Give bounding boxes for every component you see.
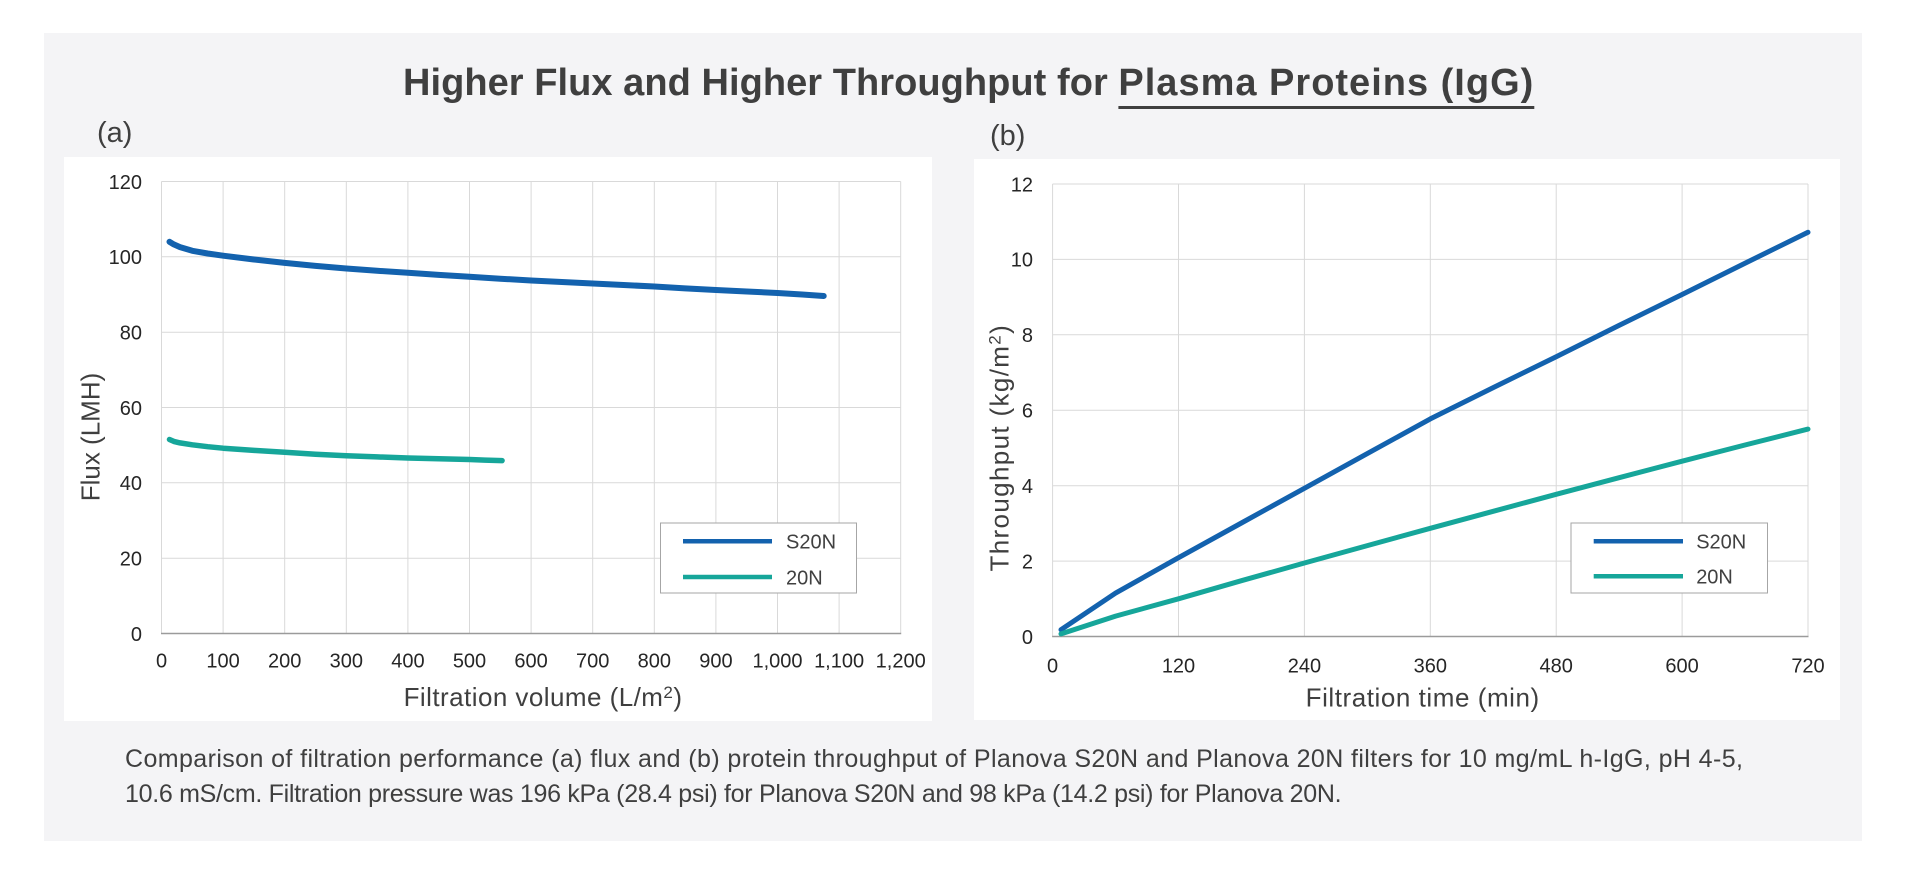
svg-text:12: 12: [1011, 174, 1033, 196]
svg-text:10: 10: [1011, 250, 1033, 272]
svg-text:100: 100: [206, 651, 239, 673]
svg-text:300: 300: [330, 651, 363, 673]
svg-text:Throughput (kg/m2): Throughput (kg/m2): [985, 324, 1015, 572]
svg-text:600: 600: [514, 651, 547, 673]
svg-text:4: 4: [1022, 476, 1033, 498]
svg-text:0: 0: [1047, 656, 1058, 678]
svg-text:700: 700: [576, 651, 609, 673]
svg-text:120: 120: [1162, 656, 1195, 678]
svg-text:Filtration volume (L/m2): Filtration volume (L/m2): [404, 682, 683, 712]
svg-text:0: 0: [131, 624, 142, 646]
svg-text:6: 6: [1022, 401, 1033, 423]
svg-text:80: 80: [120, 323, 142, 345]
svg-text:20N: 20N: [1696, 567, 1733, 589]
svg-text:Filtration time (min): Filtration time (min): [1306, 683, 1540, 713]
svg-text:900: 900: [699, 651, 732, 673]
svg-text:720: 720: [1791, 656, 1824, 678]
svg-text:100: 100: [109, 247, 142, 269]
svg-text:8: 8: [1022, 325, 1033, 347]
svg-text:1,200: 1,200: [876, 651, 926, 673]
svg-text:480: 480: [1540, 656, 1573, 678]
svg-text:40: 40: [120, 473, 142, 495]
svg-text:800: 800: [638, 651, 671, 673]
svg-text:2: 2: [1022, 551, 1033, 573]
svg-text:600: 600: [1665, 656, 1698, 678]
svg-text:S20N: S20N: [1696, 532, 1746, 554]
svg-text:500: 500: [453, 651, 486, 673]
svg-text:200: 200: [268, 651, 301, 673]
svg-text:Flux (LMH): Flux (LMH): [76, 373, 106, 502]
svg-text:240: 240: [1288, 656, 1321, 678]
svg-text:120: 120: [109, 172, 142, 194]
svg-text:60: 60: [120, 398, 142, 420]
svg-text:0: 0: [1022, 627, 1033, 649]
svg-text:400: 400: [391, 651, 424, 673]
svg-text:1,100: 1,100: [814, 651, 864, 673]
svg-text:20: 20: [120, 549, 142, 571]
svg-text:360: 360: [1414, 656, 1447, 678]
svg-text:20N: 20N: [786, 567, 823, 589]
svg-text:1,000: 1,000: [752, 651, 802, 673]
svg-text:S20N: S20N: [786, 532, 836, 554]
svg-text:0: 0: [156, 651, 167, 673]
